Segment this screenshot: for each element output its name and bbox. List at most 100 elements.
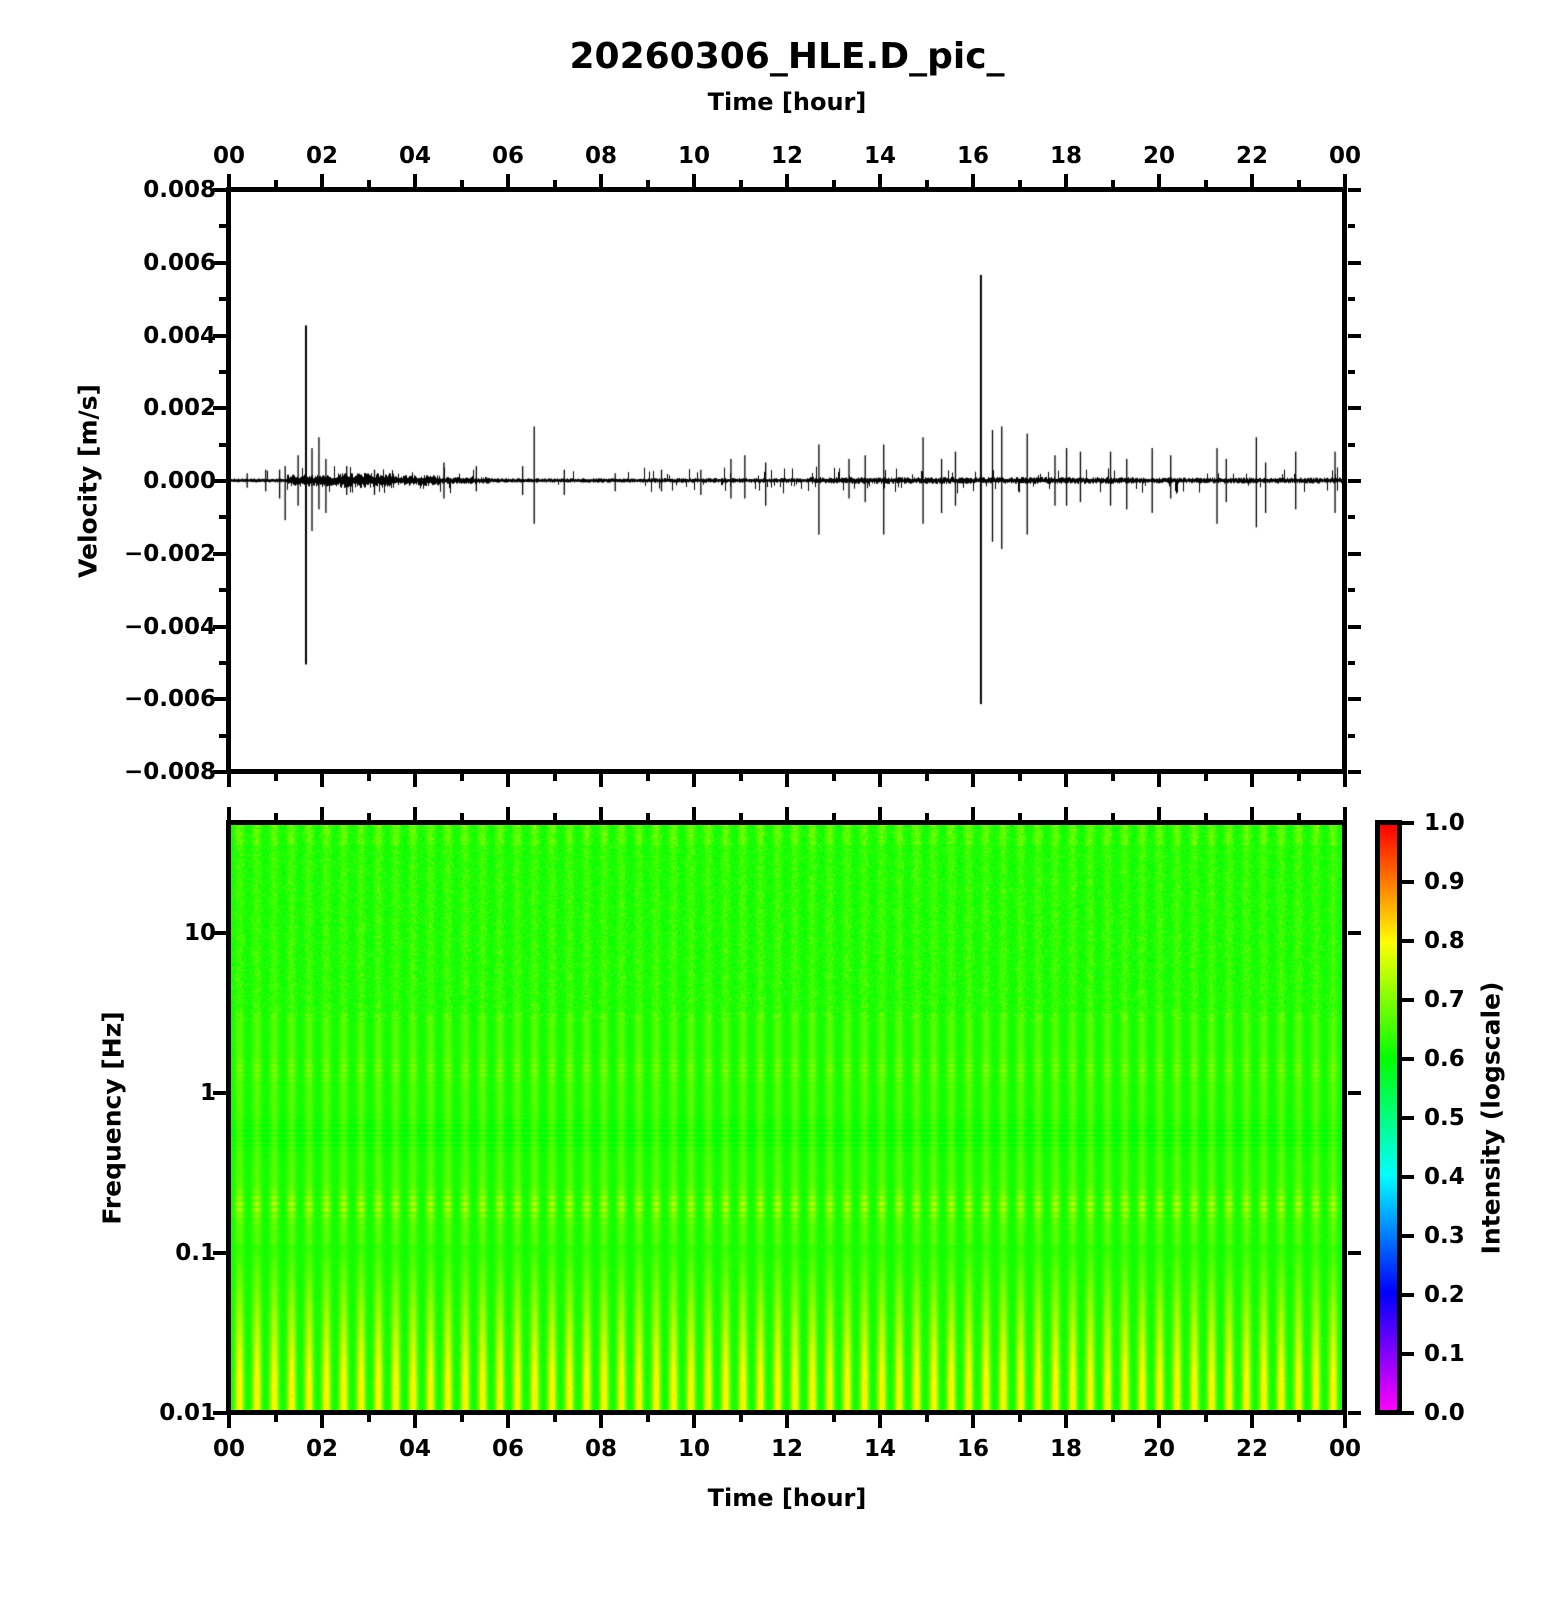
axis-tick [739,1415,743,1422]
axis-tick [553,813,557,820]
top-x-tick-label: 02 [305,143,339,169]
axis-tick [506,807,510,820]
axis-tick [460,180,464,187]
axis-tick [785,774,789,787]
axis-tick [506,174,510,187]
axis-tick [878,174,882,187]
bottom-x-tick-label: 06 [491,1436,525,1462]
axis-tick [1204,180,1208,187]
bottom-x-tick-label: 00 [1328,1436,1362,1462]
top-x-tick-label: 08 [584,143,618,169]
axis-tick [832,813,836,820]
axis-tick [646,774,650,781]
frequency-tick-label: 0.01 [159,1400,216,1426]
colorbar-tick-label: 0.0 [1424,1400,1465,1426]
axis-tick [1111,180,1115,187]
axis-tick [1064,174,1068,187]
axis-tick [1348,443,1355,447]
axis-tick [227,174,231,187]
top-x-tick-label: 18 [1049,143,1083,169]
axis-tick [832,774,836,781]
axis-tick [832,1415,836,1422]
axis-tick [785,1415,789,1428]
axis-tick [219,515,226,519]
axis-tick [1343,1415,1347,1428]
axis-tick [1348,697,1361,701]
axis-tick [832,180,836,187]
velocity-tick-label: −0.002 [123,541,216,567]
velocity-tick-label: −0.008 [123,759,216,785]
axis-tick [219,370,226,374]
axis-tick [320,807,324,820]
axis-tick [413,1415,417,1428]
top-x-tick-label: 12 [770,143,804,169]
axis-tick [367,813,371,820]
axis-tick [1402,1234,1414,1238]
axis-tick [413,807,417,820]
colorbar-tick-label: 0.7 [1424,987,1465,1013]
top-x-tick-label: 22 [1235,143,1269,169]
axis-tick [1250,174,1254,187]
axis-tick [1348,297,1355,301]
axis-tick [1343,774,1347,787]
top-x-tick-label: 04 [398,143,432,169]
bottom-x-tick-label: 22 [1235,1436,1269,1462]
axis-tick [1018,180,1022,187]
axis-tick [1348,406,1361,410]
axis-tick [274,774,278,781]
axis-tick [213,1091,226,1095]
axis-tick [1064,774,1068,787]
axis-tick [227,1415,231,1428]
axis-tick [1064,1415,1068,1428]
axis-tick [878,774,882,787]
axis-tick [219,224,226,228]
axis-tick [646,1415,650,1422]
top-time-axis-title: Time [hour] [707,88,867,116]
axis-tick [1348,188,1361,192]
axis-tick [553,1415,557,1422]
axis-tick [1402,998,1414,1002]
axis-tick [925,180,929,187]
axis-tick [320,774,324,787]
bottom-x-tick-label: 20 [1142,1436,1176,1462]
colorbar-title: Intensity (logscale) [1476,981,1506,1255]
axis-tick [599,774,603,787]
velocity-tick-label: 0.002 [143,395,216,421]
axis-tick [646,813,650,820]
axis-tick [1018,1415,1022,1422]
waveform-plot-area [226,187,1347,774]
axis-tick [1348,552,1361,556]
axis-tick [460,813,464,820]
axis-tick [213,188,226,192]
axis-tick [1297,1415,1301,1422]
axis-tick [1348,625,1361,629]
axis-tick [1250,774,1254,787]
top-x-tick-label: 00 [1328,143,1362,169]
axis-tick [1348,1411,1361,1415]
colorbar-tick-label: 0.8 [1424,928,1465,954]
axis-tick [692,1415,696,1428]
top-x-tick-label: 16 [956,143,990,169]
axis-tick [925,1415,929,1422]
axis-tick [1348,515,1355,519]
velocity-tick-label: −0.006 [123,686,216,712]
figure-title: 20260306_HLE.D_pic_ [569,36,1005,77]
axis-tick [739,813,743,820]
axis-tick [219,297,226,301]
axis-tick [1402,1352,1414,1356]
velocity-tick-label: 0.008 [143,177,216,203]
axis-tick [971,807,975,820]
bottom-x-tick-label: 00 [212,1436,246,1462]
axis-tick [1348,734,1355,738]
axis-tick [413,174,417,187]
axis-tick [1343,807,1347,820]
colorbar-gradient-canvas [1380,825,1397,1410]
velocity-tick-label: 0.000 [143,468,216,494]
axis-tick [1348,661,1355,665]
axis-tick [553,774,557,781]
axis-tick [739,774,743,781]
axis-tick [1018,774,1022,781]
axis-tick [1250,1415,1254,1428]
axis-tick [1204,774,1208,781]
axis-tick [1018,813,1022,820]
